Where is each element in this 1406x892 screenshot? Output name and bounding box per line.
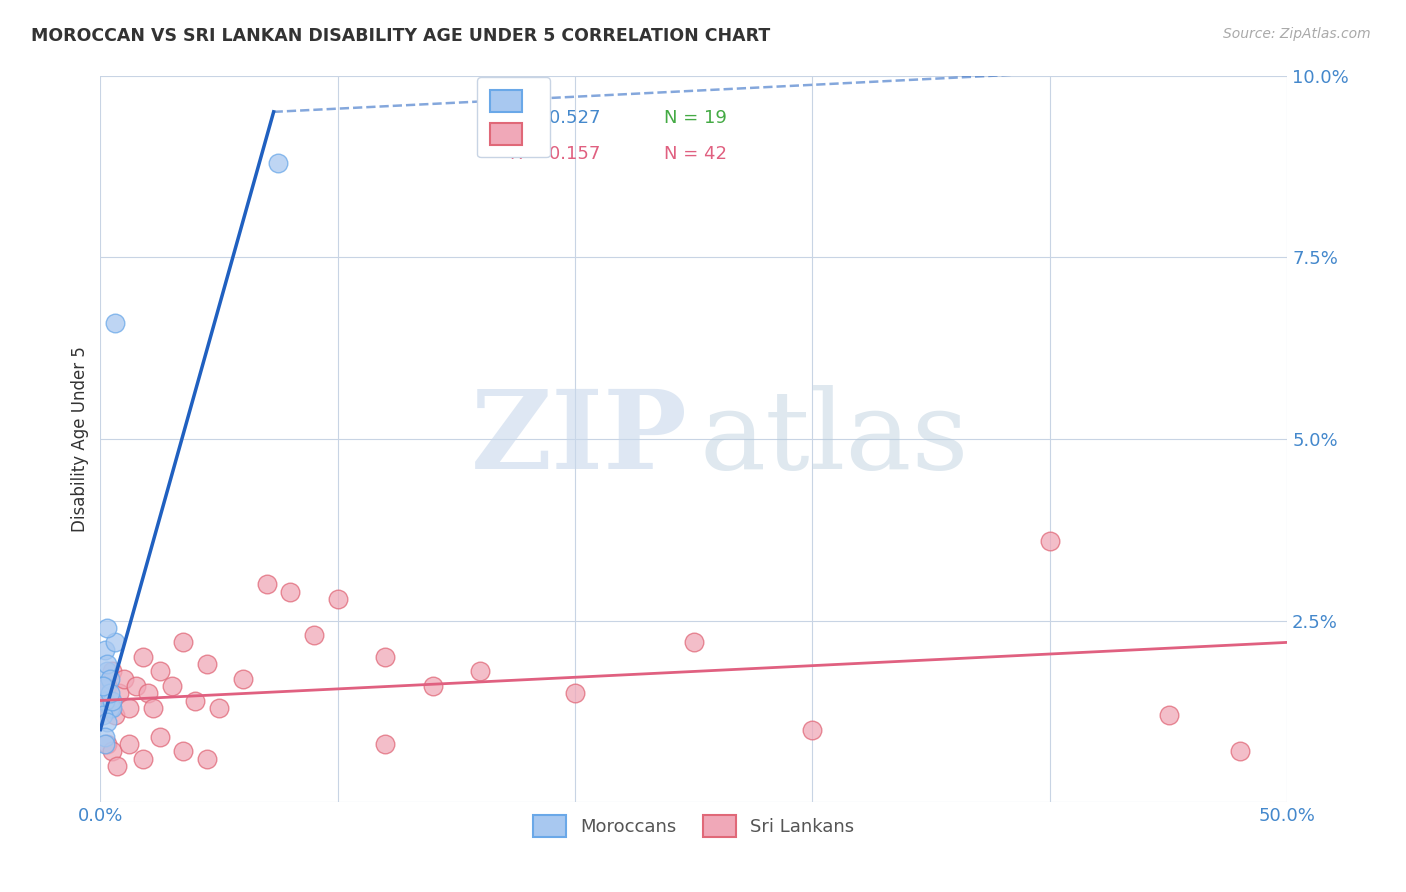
Point: [104, 316, 127, 330]
Text: ZIP: ZIP: [471, 385, 688, 492]
Point: [1039, 533, 1062, 548]
Point: [302, 628, 325, 642]
Point: [101, 744, 124, 758]
Point: [374, 649, 396, 664]
Point: [125, 679, 148, 693]
Point: [96, 737, 118, 751]
Legend: Moroccans, Sri Lankans: Moroccans, Sri Lankans: [526, 807, 862, 844]
Point: [132, 649, 155, 664]
Point: [98, 700, 121, 714]
Point: [132, 752, 155, 766]
Point: [96, 665, 118, 679]
Point: [94, 642, 117, 657]
Point: [422, 679, 444, 693]
Point: [94, 730, 117, 744]
Point: [91, 686, 114, 700]
Point: [142, 700, 165, 714]
Point: [172, 744, 194, 758]
Text: R = 0.527: R = 0.527: [510, 110, 600, 128]
Point: [98, 686, 121, 700]
Point: [101, 693, 124, 707]
Point: [136, 686, 159, 700]
Point: [91, 679, 114, 693]
Text: N = 42: N = 42: [664, 145, 727, 163]
Text: MOROCCAN VS SRI LANKAN DISABILITY AGE UNDER 5 CORRELATION CHART: MOROCCAN VS SRI LANKAN DISABILITY AGE UN…: [31, 27, 770, 45]
Point: [326, 591, 349, 606]
Point: [112, 672, 135, 686]
Point: [108, 686, 131, 700]
Point: [96, 679, 118, 693]
Y-axis label: Disability Age Under 5: Disability Age Under 5: [72, 346, 89, 532]
Point: [96, 621, 118, 635]
Point: [160, 679, 183, 693]
Point: [184, 693, 207, 707]
Point: [104, 635, 127, 649]
Point: [256, 577, 278, 591]
Point: [149, 730, 172, 744]
Point: [91, 679, 114, 693]
Point: [96, 715, 118, 730]
Point: [195, 752, 218, 766]
Point: [172, 635, 194, 649]
Point: [94, 700, 117, 714]
Point: [564, 686, 586, 700]
Point: [208, 700, 231, 714]
Point: [1229, 744, 1251, 758]
Point: [101, 665, 124, 679]
Point: [104, 708, 127, 723]
Point: [91, 708, 114, 723]
Point: [232, 672, 254, 686]
Point: [94, 737, 117, 751]
Point: [374, 737, 396, 751]
Point: [468, 665, 491, 679]
Text: R = 0.157: R = 0.157: [510, 145, 600, 163]
Point: [801, 723, 824, 737]
Point: [98, 693, 121, 707]
Text: N = 19: N = 19: [664, 110, 727, 128]
Point: [118, 700, 141, 714]
Point: [96, 657, 118, 672]
Point: [98, 672, 121, 686]
Point: [101, 700, 124, 714]
Point: [118, 737, 141, 751]
Point: [94, 693, 117, 707]
Text: Source: ZipAtlas.com: Source: ZipAtlas.com: [1223, 27, 1371, 41]
Point: [105, 759, 128, 773]
Point: [278, 584, 301, 599]
Point: [1157, 708, 1180, 723]
Point: [149, 665, 172, 679]
Point: [195, 657, 218, 672]
Text: atlas: atlas: [700, 385, 969, 492]
Point: [267, 155, 290, 169]
Point: [682, 635, 704, 649]
